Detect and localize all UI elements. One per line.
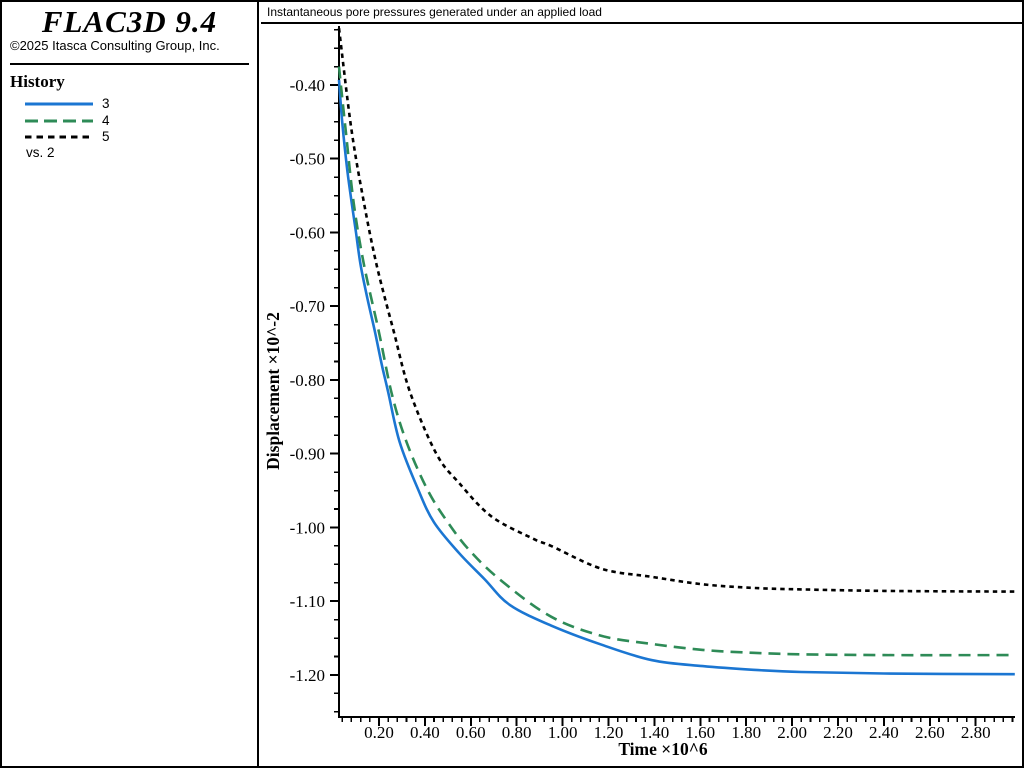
plot-title-text: Instantaneous pore pressures generated u… xyxy=(267,5,602,19)
x-tick-label: 0.60 xyxy=(456,723,486,742)
plot-main-panel: Instantaneous pore pressures generated u… xyxy=(261,2,1022,766)
legend-swatch-dotted xyxy=(25,135,93,139)
history-curve-5 xyxy=(337,28,1015,593)
y-tick-label: -0.40 xyxy=(290,76,325,95)
legend-item-label: 5 xyxy=(102,129,110,144)
x-tick-label: 1.40 xyxy=(640,723,670,742)
y-tick-label: -0.90 xyxy=(290,445,325,464)
legend-item-5: 5 xyxy=(24,130,110,144)
x-tick-label: 1.20 xyxy=(594,723,624,742)
y-tick-label: -1.20 xyxy=(290,666,325,685)
y-axis-title: Displacement ×10^-2 xyxy=(263,312,283,470)
history-legend-title: History xyxy=(10,72,65,91)
y-tick-label: -0.70 xyxy=(290,297,325,316)
x-tick-label: 0.20 xyxy=(364,723,394,742)
plot-sidebar: FLAC3D 9.4 ©2025 Itasca Consulting Group… xyxy=(2,2,259,766)
x-tick-label: 1.60 xyxy=(685,723,715,742)
history-curve-4 xyxy=(337,66,1015,657)
y-tick-label: -0.50 xyxy=(290,150,325,169)
x-axis-title: Time ×10^6 xyxy=(618,739,708,759)
x-tick-label: 2.20 xyxy=(823,723,853,742)
x-tick-label: 2.40 xyxy=(869,723,899,742)
history-curve-3 xyxy=(337,79,1015,676)
legend-swatch-dashed xyxy=(25,119,93,122)
plot-title-bar: Instantaneous pore pressures generated u… xyxy=(261,2,1022,24)
legend-vs-note: vs. 2 xyxy=(26,145,55,160)
sidebar-divider xyxy=(10,63,249,65)
y-tick-label: -0.60 xyxy=(290,223,325,242)
flac3d-logo: FLAC3D 9.4 xyxy=(41,4,218,39)
y-tick-label: -1.00 xyxy=(290,518,325,537)
x-tick-label: 2.80 xyxy=(961,723,991,742)
x-tick-label: 1.00 xyxy=(548,723,578,742)
legend-swatch-solid xyxy=(25,102,93,106)
legend-item-label: 3 xyxy=(102,96,110,111)
copyright-text: ©2025 Itasca Consulting Group, Inc. xyxy=(10,38,220,53)
x-tick-label: 0.40 xyxy=(410,723,440,742)
x-tick-label: 0.80 xyxy=(502,723,532,742)
plot-canvas[interactable]: 0.20 0.40 0.60 0.80 1.00 1.20 1.40 1.60 1.80 2.00… xyxy=(261,26,1022,766)
x-tick-label: 2.00 xyxy=(777,723,807,742)
legend-item-label: 4 xyxy=(102,112,110,128)
y-tick-label: -1.10 xyxy=(290,592,325,611)
plot-svg: 0.20 0.40 0.60 0.80 1.00 1.20 1.40 1.60 1.80 2.00… xyxy=(263,26,1015,759)
legend-item-4: 4 xyxy=(24,112,110,128)
x-tick-label: 2.60 xyxy=(915,723,945,742)
legend-item-3: 3 xyxy=(24,97,110,111)
y-tick-label: -0.80 xyxy=(290,371,325,390)
x-tick-label: 1.80 xyxy=(731,723,761,742)
